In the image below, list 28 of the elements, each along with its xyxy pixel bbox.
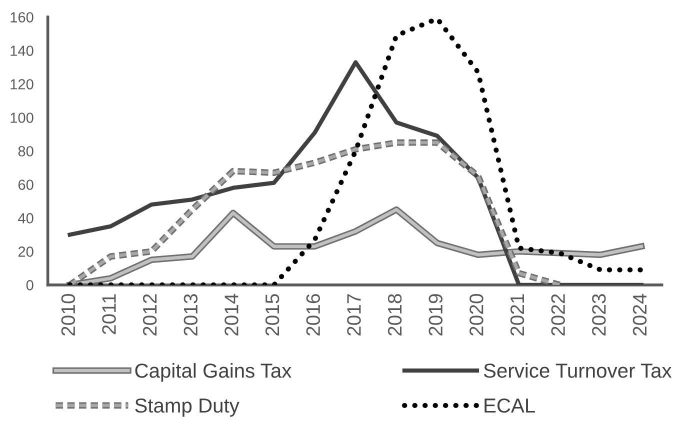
x-tick-label: 2022 [551,294,565,336]
x-tick-label: 2023 [592,294,606,336]
legend-label: ECAL [484,398,535,413]
y-tick-label: 160 [10,12,34,22]
x-tick-label: 2011 [102,294,116,334]
x-tick-label: 2012 [142,294,157,336]
x-tick-label: 2021 [510,294,524,336]
x-tick-label: 2017 [347,294,361,336]
x-tick-label: 2016 [306,294,320,336]
x-tick-label: 2018 [388,294,402,336]
y-tick-label: 40 [18,213,34,224]
x-tick-label: 2014 [224,294,238,336]
y-tick-label: 120 [10,79,34,90]
y-tick-label: 60 [18,180,34,190]
x-tick-label: 2013 [184,294,198,336]
legend-label: Capital Gains Tax [135,363,292,382]
y-tick-label: 100 [10,112,34,123]
y-tick-label: 20 [18,246,34,257]
y-tick-label: 80 [18,146,34,156]
x-tick-label: 2020 [470,294,484,336]
x-tick-label: 2019 [428,294,443,336]
x-tick-label: 2010 [61,294,76,336]
y-tick-label: 0 [26,280,34,290]
x-tick-label: 2015 [265,294,280,336]
x-tick-label: 2024 [632,294,647,336]
legend-label: Stamp Duty [135,398,240,417]
legend-label: Service Turnover Tax [484,363,672,378]
y-tick-label: 140 [10,46,34,56]
